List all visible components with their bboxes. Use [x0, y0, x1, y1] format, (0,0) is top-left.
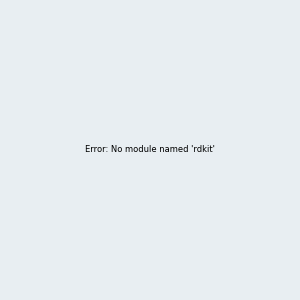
- Text: Error: No module named 'rdkit': Error: No module named 'rdkit': [85, 146, 215, 154]
